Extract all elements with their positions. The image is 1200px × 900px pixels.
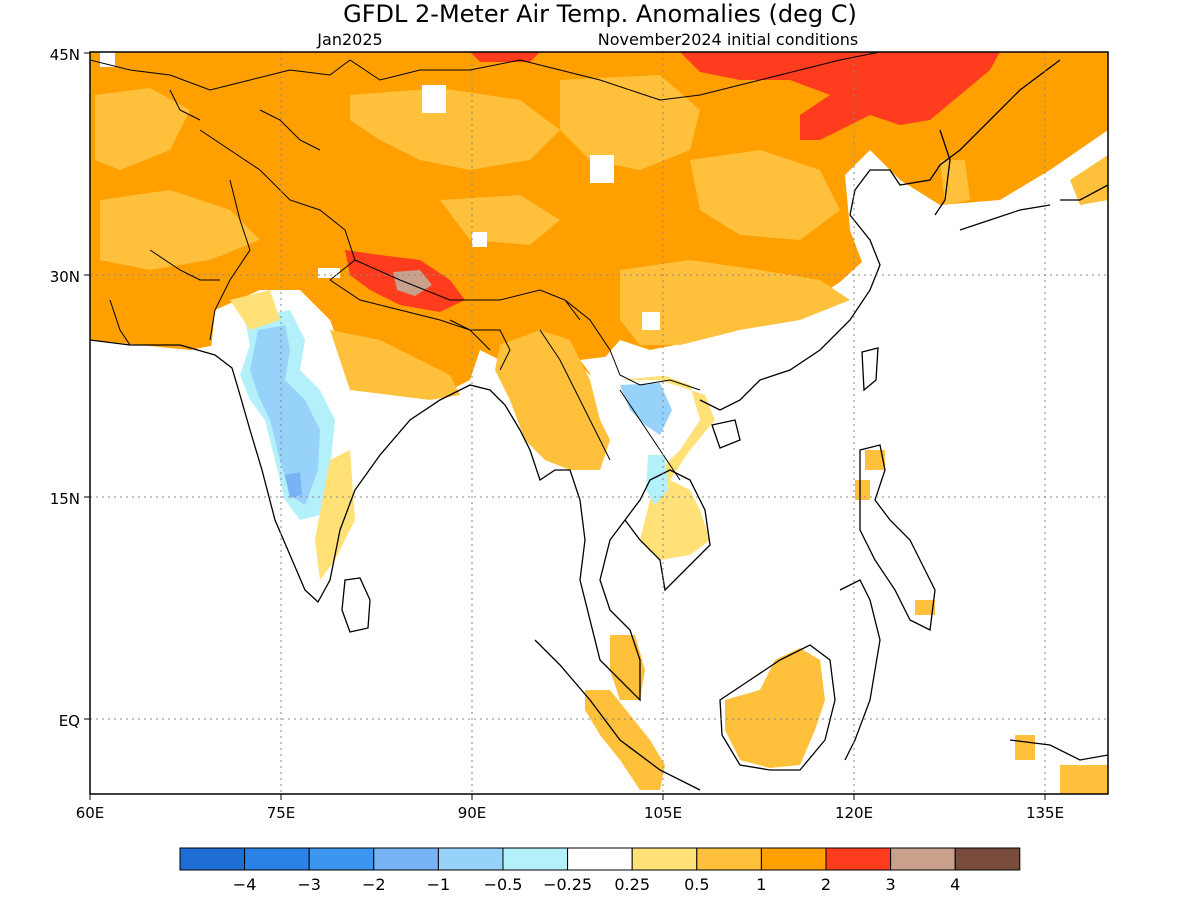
anomaly-region-sea-yellow — [600, 370, 715, 560]
colorbar-swatch — [437, 847, 504, 871]
map-frame — [89, 51, 1109, 795]
colorbar-tick-label: 0.5 — [684, 875, 709, 894]
coastlines — [90, 59, 1108, 791]
white-gap-1 — [422, 85, 446, 113]
map-title: GFDL 2-Meter Air Temp. Anomalies (deg C) — [343, 0, 857, 28]
anomaly-region-sea-orange — [495, 330, 610, 470]
colorbar-tick-label: 1 — [756, 875, 766, 894]
colorbar: −4 −3 −2 −1 −0.5 −0.25 0.25 0.5 1 2 3 4 — [179, 847, 1021, 894]
lat-label-15n: 15N — [50, 490, 80, 508]
anomaly-region-0.5-1-e — [620, 260, 850, 345]
anomaly-region-3-4-tibet — [393, 270, 432, 296]
anomaly-region-0.5-1-c — [560, 75, 700, 170]
lon-label-60e: 60E — [76, 804, 105, 822]
anomaly-region-india-orange — [330, 330, 460, 400]
colorbar-swatch — [373, 847, 439, 871]
colorbar-swatch — [567, 847, 633, 871]
colorbar-swatch — [760, 847, 827, 871]
colorbar-tick-label: −1 — [427, 875, 451, 894]
anomaly-region-0.5-1-f — [100, 190, 260, 270]
colorbar-swatch — [244, 847, 310, 871]
initial-conditions-label: November2024 initial conditions — [598, 30, 858, 49]
lat-label-30n: 30N — [50, 268, 80, 286]
anomaly-region-2-3-north — [470, 52, 1000, 140]
colorbar-swatch — [502, 847, 569, 871]
colorbar-swatch — [631, 847, 698, 871]
lon-label-135e: 135E — [1026, 804, 1064, 822]
anomaly-region-japan — [940, 155, 1108, 205]
anomaly-region-india-0.5-1 — [250, 325, 320, 505]
axis-ticks — [84, 52, 1046, 800]
white-gap-5 — [642, 312, 660, 330]
anomaly-region-0.5-1-g — [440, 195, 560, 245]
anomaly-region-sea-blue — [620, 383, 672, 435]
anomaly-region-sumatra — [585, 690, 665, 790]
colorbar-swatch — [825, 847, 892, 871]
colorbar-swatch — [890, 847, 956, 871]
anomaly-region-0.5-1-a — [95, 88, 190, 170]
anomaly-region-0.5-1-d — [690, 150, 840, 240]
map-area — [90, 52, 1108, 794]
white-gap-2 — [590, 155, 614, 183]
lon-label-75e: 75E — [267, 804, 296, 822]
colorbar-tick-label: −3 — [297, 875, 321, 894]
colorbar-tick-label: −4 — [233, 875, 257, 894]
anomaly-region-india-1-2 — [285, 472, 302, 498]
anomaly-region-newguinea — [1015, 735, 1108, 794]
forecast-month: Jan2025 — [316, 30, 382, 49]
anomaly-region-borneo — [725, 648, 825, 768]
colorbar-swatch — [696, 847, 762, 871]
lon-label-90e: 90E — [458, 804, 487, 822]
anomaly-region-sea-white — [580, 355, 790, 390]
colorbar-tick-label: −0.5 — [484, 875, 523, 894]
white-gap-6 — [318, 268, 340, 278]
lon-label-105e: 105E — [644, 804, 682, 822]
country-borders — [90, 52, 881, 481]
lon-label-120e: 120E — [835, 804, 873, 822]
colorbar-tick-label: −2 — [362, 875, 386, 894]
anomaly-region-0.5-1-b — [350, 88, 560, 170]
colorbar-tick-label: −0.25 — [543, 875, 592, 894]
colorbar-tick-label: 2 — [821, 875, 831, 894]
anomaly-region-malay — [610, 635, 645, 700]
anomaly-region-india-yellow — [230, 290, 355, 580]
lat-label-45n: 45N — [50, 46, 80, 64]
colorbar-tick-label: 4 — [950, 875, 960, 894]
colorbar-swatch — [179, 847, 246, 871]
gridlines — [90, 52, 1108, 794]
colorbar-swatch — [954, 847, 1021, 871]
lat-label-eq: EQ — [59, 712, 80, 730]
colorbar-tick-label: 3 — [886, 875, 896, 894]
colorbar-swatch — [308, 847, 375, 871]
colorbar-tick-label: 0.25 — [614, 875, 650, 894]
white-gap-4 — [472, 232, 487, 247]
